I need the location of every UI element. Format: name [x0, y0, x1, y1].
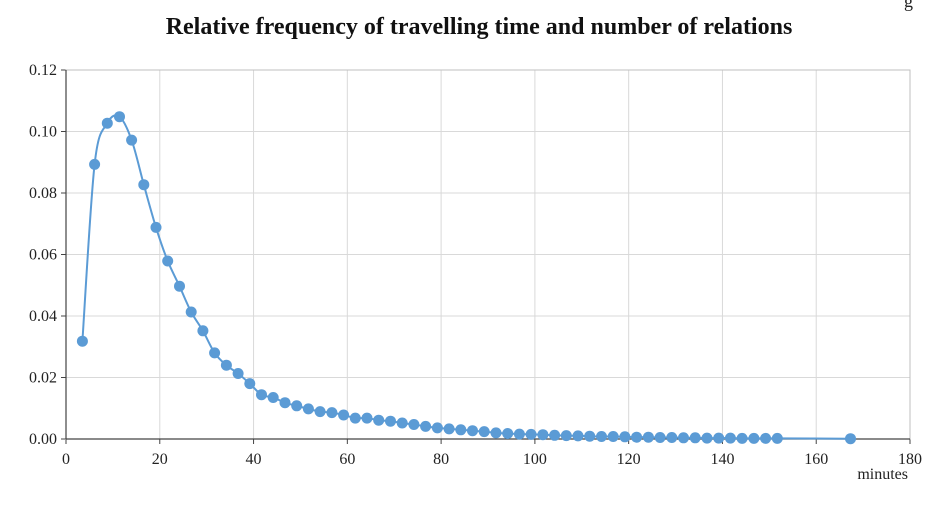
data-point	[631, 431, 643, 443]
data-point	[114, 111, 125, 123]
x-tick-label: 120	[617, 451, 641, 468]
data-point	[666, 432, 678, 443]
x-tick-label: 40	[246, 451, 262, 468]
data-point	[642, 431, 654, 443]
y-tick-label: 0.00	[29, 431, 57, 448]
x-tick-label: 140	[710, 451, 734, 468]
data-point	[678, 432, 689, 444]
chart-title: Relative frequency of travelling time an…	[165, 14, 793, 40]
x-axis-label: minutes	[857, 466, 908, 483]
data-point	[771, 432, 783, 444]
data-point	[174, 280, 185, 292]
data-point	[689, 432, 701, 444]
data-point	[572, 430, 584, 442]
y-tick-label: 0.08	[29, 185, 57, 202]
y-tick-label: 0.12	[29, 62, 57, 79]
data-point	[748, 432, 760, 444]
data-point	[349, 412, 361, 424]
data-point	[396, 417, 408, 429]
data-point	[431, 422, 443, 434]
data-point	[89, 158, 101, 170]
data-point	[126, 134, 138, 146]
data-point	[467, 425, 478, 437]
gridlines	[61, 69, 911, 444]
data-point	[101, 117, 113, 129]
data-point	[138, 179, 150, 191]
data-point	[244, 378, 256, 390]
data-point	[560, 430, 572, 442]
data-point	[549, 429, 561, 441]
data-point	[314, 406, 326, 418]
data-point	[338, 409, 350, 421]
data-point	[420, 420, 432, 432]
y-tick-label: 0.06	[29, 247, 57, 264]
x-tick-label: 20	[152, 451, 168, 468]
data-point	[596, 431, 607, 442]
data-point	[713, 432, 725, 444]
data-point	[724, 432, 736, 444]
data-point	[209, 347, 221, 359]
data-point	[701, 432, 713, 444]
data-point	[736, 432, 748, 444]
data-point	[291, 400, 303, 412]
series-line	[81, 114, 851, 440]
data-point	[654, 432, 666, 443]
data-point	[490, 427, 502, 439]
data-point	[455, 424, 467, 436]
x-tick-label: 80	[433, 451, 449, 468]
x-tick-label: 0	[62, 451, 70, 468]
y-tick-label: 0.02	[29, 370, 57, 387]
data-point	[525, 428, 537, 440]
data-point	[220, 359, 232, 371]
data-point	[513, 428, 525, 440]
data-point	[197, 325, 209, 337]
x-tick-label: 160	[804, 451, 828, 468]
x-tick-label: 180	[898, 451, 922, 468]
y-tick-labels: 0.00 0.02 0.04 0.06 0.08 0.10 0.12	[29, 62, 57, 448]
data-point	[408, 419, 420, 430]
data-point	[256, 389, 267, 401]
data-point	[150, 221, 162, 233]
data-point	[267, 392, 279, 403]
data-point	[232, 368, 244, 379]
series-markers	[76, 111, 856, 445]
x-tick-label: 100	[523, 451, 547, 468]
data-point	[443, 423, 455, 435]
data-point	[76, 335, 88, 347]
corner-text: g	[904, 0, 913, 11]
data-point	[326, 407, 338, 419]
data-point	[302, 403, 314, 415]
y-tick-label: 0.10	[29, 124, 57, 141]
data-point	[185, 306, 197, 318]
data-point	[162, 255, 174, 267]
data-point	[478, 426, 490, 438]
data-point	[760, 432, 772, 444]
data-point	[607, 431, 619, 442]
data-point	[502, 428, 514, 439]
x-tick-labels: 0 20 40 60 80 100 120 140 160 180	[62, 451, 922, 468]
data-point	[385, 415, 396, 427]
data-point	[537, 429, 549, 441]
data-point	[845, 433, 856, 445]
data-point	[361, 412, 373, 424]
data-point	[373, 414, 385, 426]
data-point	[619, 431, 631, 443]
data-point	[584, 430, 596, 442]
y-tick-label: 0.04	[29, 308, 57, 325]
data-point	[279, 397, 291, 409]
x-tick-label: 60	[339, 451, 355, 468]
